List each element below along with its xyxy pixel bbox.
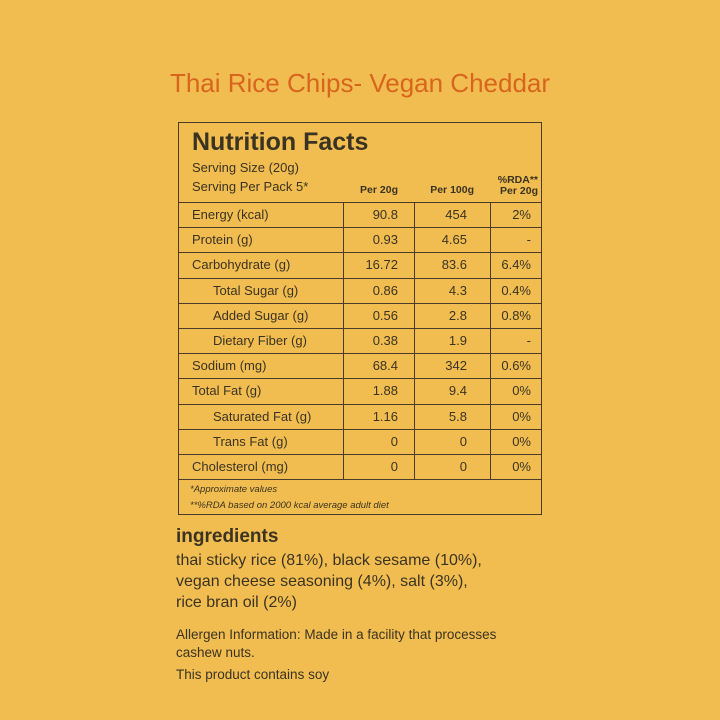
row-border [178,428,542,430]
row-border [178,403,542,405]
column-header: %RDA** [497,174,538,186]
nutrient-value: 1.9 [448,333,467,348]
nutrient-value: 454 [445,207,467,222]
nutrient-value: 9.4 [448,383,467,399]
nutrient-value: 0 [459,459,467,474]
column-header: Per 20g [360,184,398,196]
nutrient-label: Protein (g) [192,232,253,248]
nutrient-label: Added Sugar (g) [213,307,309,323]
serving-per-pack: Serving Per Pack 5* [192,179,309,194]
footnote: *Approximate values [190,484,278,495]
contains-note: This product contains soy [176,667,330,682]
nutrient-value: 2.8 [448,307,467,323]
nutrient-value: 0 [459,433,467,449]
nutrient-value: 4.3 [448,282,467,298]
nutrient-value: 0.8% [501,307,531,323]
nutrient-label: Energy (kcal) [192,207,269,222]
ingredients-line: rice bran oil (2%) [176,594,297,611]
nutrient-value: - [526,333,531,348]
column-border [343,202,344,480]
row-border [178,328,542,329]
ingredients-line: vegan cheese seasoning (4%), salt (3%), [176,573,468,590]
nutrient-value: - [526,232,531,248]
nutrient-value: 0.38 [372,333,398,348]
nutrient-value: 0% [512,459,531,474]
ingredients-title: ingredients [176,526,279,547]
nutrient-value: 0% [512,383,531,399]
nutrient-value: 1.88 [372,383,398,399]
row-border [178,277,542,279]
nutrient-label: Cholesterol (mg) [192,459,289,474]
nutrient-value: 83.6 [441,257,467,273]
allergen-line: Allergen Information: Made in a facility… [176,627,497,642]
nutrient-value: 2% [512,207,531,222]
row-border [178,302,542,304]
nutrition-title: Nutrition Facts [192,128,369,156]
nutrient-value: 1.16 [372,408,398,424]
nutrient-value: 0% [512,433,531,449]
nutrient-value: 0.56 [372,307,398,323]
nutrient-value: 0% [512,408,531,424]
nutrient-label: Total Fat (g) [192,383,262,399]
row-border [178,378,542,380]
footnote: **%RDA based on 2000 kcal average adult … [190,500,389,511]
column-border [414,202,415,480]
row-border [178,252,542,254]
row-border [178,353,542,355]
row-border [178,227,542,229]
nutrition-box [178,122,542,515]
column-header: Per 20g [500,185,538,197]
nutrient-value: 0.93 [372,232,398,248]
nutrient-label: Trans Fat (g) [213,433,288,449]
nutrient-value: 0.6% [501,358,531,374]
ingredients-line: thai sticky rice (81%), black sesame (10… [176,552,482,569]
nutrient-label: Sodium (mg) [192,358,267,374]
row-border [178,454,542,455]
nutrient-value: 90.8 [372,207,398,222]
product-title: Thai Rice Chips- Vegan Cheddar [169,68,551,98]
nutrient-label: Carbohydrate (g) [192,257,291,273]
nutrient-value: 0 [390,459,398,474]
nutrient-value: 68.4 [372,358,398,374]
nutrient-label: Dietary Fiber (g) [213,333,307,348]
nutrient-value: 0 [390,433,398,449]
nutrient-label: Saturated Fat (g) [213,408,312,424]
nutrient-value: 6.4% [501,257,531,273]
serving-size: Serving Size (20g) [192,160,299,175]
nutrient-value: 342 [445,358,467,374]
row-border [178,202,542,203]
nutrient-label: Total Sugar (g) [213,282,299,298]
column-border [490,202,491,480]
nutrient-value: 5.8 [448,408,467,424]
nutrient-value: 0.4% [501,282,531,298]
allergen-line: cashew nuts. [176,645,255,660]
nutrient-value: 16.72 [365,257,398,273]
nutrient-value: 0.86 [372,282,398,298]
column-header: Per 100g [430,184,474,196]
row-border [178,479,542,481]
nutrient-value: 4.65 [441,232,467,248]
